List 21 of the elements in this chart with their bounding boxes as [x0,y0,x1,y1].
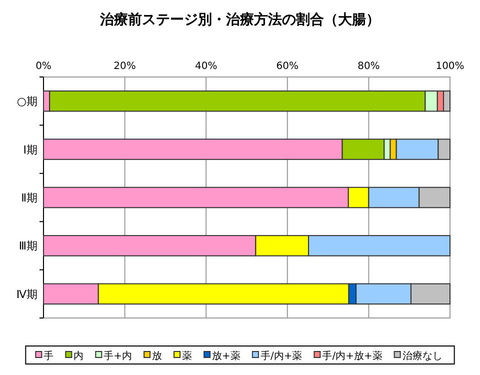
y-tick-label: ○期 [16,95,38,108]
chart-title: 治療前ステージ別・治療方法の割合（大腸） [99,11,380,28]
x-tick-label: 100% [436,61,464,72]
legend-label: 手+内 [104,350,132,362]
y-tick-label: Ⅱ期 [21,192,38,204]
legend-label: 手/内+放+薬 [322,350,382,362]
x-tick-label: 80% [358,61,380,72]
y-tick-label: Ⅳ期 [16,288,38,301]
legend-label: 放+薬 [212,350,240,362]
legend-label: 治療なし [402,350,442,362]
x-tick-label: 60% [276,61,299,72]
x-tick-label: 0% [36,61,52,72]
legend-label: 内 [74,350,84,362]
legend-label: 手 [44,350,54,362]
y-tick-label: Ⅰ期 [23,143,38,156]
x-tick-label: 40% [194,61,218,72]
legend-label: 薬 [182,350,192,362]
legend-label: 手/内+薬 [260,350,302,362]
x-tick-label: 20% [114,61,136,72]
legend-label: 放 [152,351,162,362]
y-tick-label: Ⅲ期 [18,240,38,253]
